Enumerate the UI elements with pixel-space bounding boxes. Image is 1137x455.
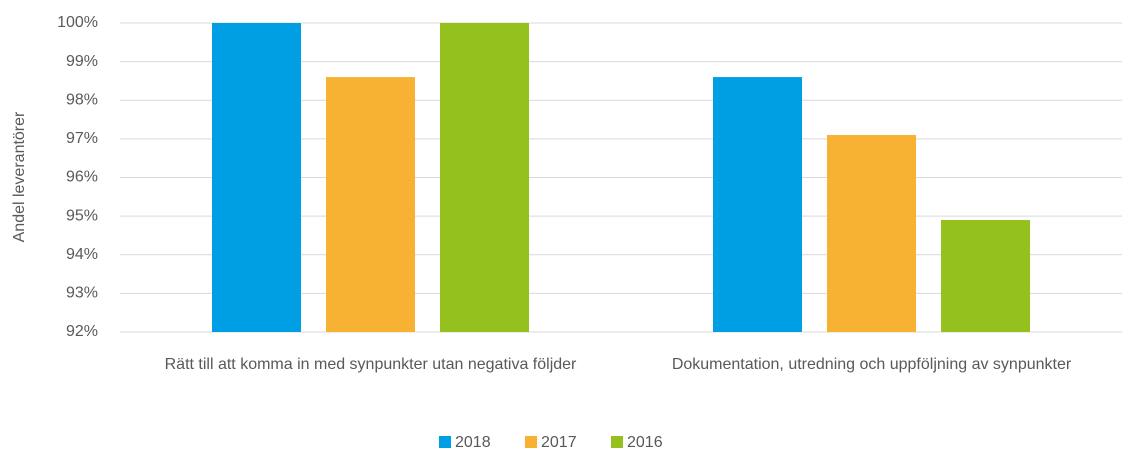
legend-label: 2016 <box>627 434 663 451</box>
y-tick-label: 95% <box>66 207 98 224</box>
y-tick-label: 97% <box>66 130 98 147</box>
legend-label: 2018 <box>455 434 491 451</box>
x-tick-label: Rätt till att komma in med synpunkter ut… <box>164 356 577 373</box>
y-tick-label: 93% <box>66 285 98 302</box>
y-tick-label: 98% <box>66 91 98 108</box>
legend-swatch <box>611 436 623 448</box>
bar <box>440 23 529 332</box>
legend-swatch <box>525 436 537 448</box>
bar <box>827 135 916 332</box>
bar <box>713 77 802 332</box>
bar <box>326 77 415 332</box>
legend-swatch <box>439 436 451 448</box>
legend-label: 2017 <box>541 434 577 451</box>
bar <box>941 219 1030 332</box>
y-tick-label: 92% <box>66 323 98 340</box>
y-tick-label: 94% <box>66 246 98 263</box>
y-axis-title: Andel leverantörer <box>11 111 28 242</box>
y-tick-label: 99% <box>66 53 98 70</box>
x-tick-label: Dokumentation, utredning och uppföljning… <box>671 356 1072 373</box>
bar <box>212 23 301 332</box>
y-tick-label: 96% <box>66 169 98 186</box>
y-tick-label: 100% <box>57 14 98 31</box>
